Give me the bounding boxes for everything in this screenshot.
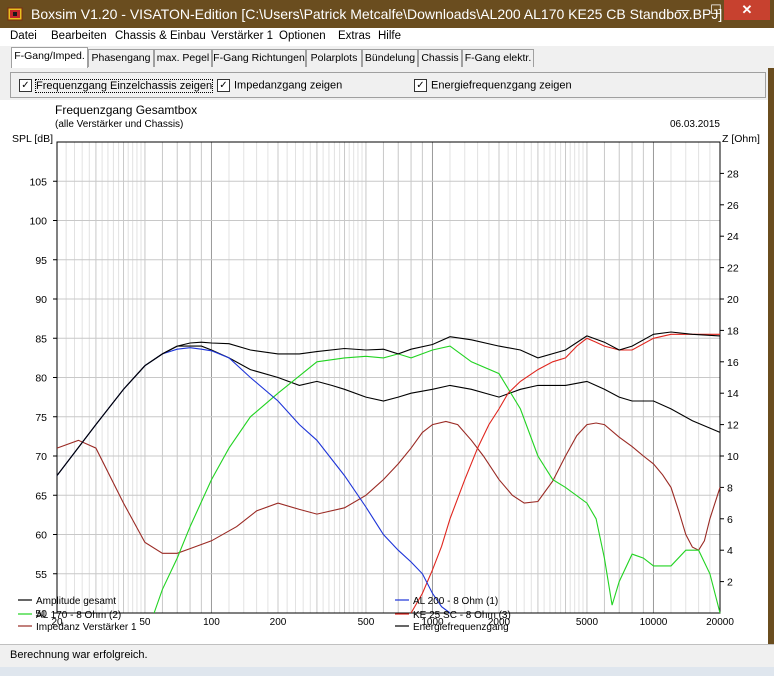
menu-verstaerker[interactable]: Verstärker 1 bbox=[211, 30, 273, 42]
y-tick-label: 65 bbox=[35, 490, 47, 502]
checkbox-label: Impedanzgang zeigen bbox=[234, 79, 343, 92]
tab-polarplots[interactable]: Polarplots bbox=[306, 49, 362, 67]
legend-label: Amplitude gesamt bbox=[36, 596, 116, 607]
boxsim-app-icon bbox=[7, 7, 23, 21]
series-line-ke-25-sc-8-ohm-3 bbox=[410, 333, 720, 614]
checkbox-einzelchassis[interactable]: ✓ Frequenzgang Einzelchassis zeigen bbox=[19, 78, 214, 93]
y2-tick-label: 10 bbox=[727, 451, 739, 463]
y-tick-label: 60 bbox=[35, 530, 47, 542]
x-tick-label: 10000 bbox=[640, 617, 668, 628]
y-axis-label: SPL [dB] bbox=[12, 133, 53, 145]
series-lines bbox=[56, 331, 721, 614]
legend: Amplitude gesamt AL 200 - 8 Ohm (1) AL 170… bbox=[18, 596, 511, 633]
x-tick-label: 100 bbox=[203, 617, 220, 628]
taskbar-strip bbox=[0, 667, 774, 676]
chart-area: Frequenzgang Gesamtbox (alle Verstärker … bbox=[0, 100, 768, 644]
series-line-al-170-8-ohm-2 bbox=[153, 345, 721, 614]
y2-tick-label: 14 bbox=[727, 388, 739, 400]
checkmark-icon: ✓ bbox=[414, 79, 427, 92]
tab-buendelung[interactable]: Bündelung bbox=[362, 49, 418, 67]
y2-axis-label: Z [Ohm] bbox=[722, 133, 760, 145]
series-line-al-200-8-ohm-1 bbox=[56, 347, 451, 614]
y-tick-label: 75 bbox=[35, 412, 47, 424]
y2-tick-label: 26 bbox=[727, 200, 739, 212]
y2-tick-label: 22 bbox=[727, 263, 739, 275]
y-tick-label: 95 bbox=[35, 255, 47, 267]
options-group: ✓ Frequenzgang Einzelchassis zeigen ✓ Impe… bbox=[10, 72, 766, 98]
menu-bar: Datei Bearbeiten Chassis & Einbau Verstä… bbox=[0, 28, 774, 46]
grid bbox=[56, 141, 721, 614]
y-tick-label: 85 bbox=[35, 333, 47, 345]
checkbox-label: Energiefrequenzgang zeigen bbox=[431, 79, 572, 92]
y2-tick-label: 28 bbox=[727, 168, 739, 180]
menu-extras[interactable]: Extras bbox=[338, 30, 371, 42]
checkmark-icon: ✓ bbox=[19, 79, 32, 92]
y-tick-label: 55 bbox=[35, 569, 47, 581]
window-border bbox=[768, 68, 774, 644]
tab-max-pegel[interactable]: max. Pegel bbox=[154, 49, 212, 67]
legend-label: AL 200 - 8 Ohm (1) bbox=[413, 596, 498, 607]
y2-tick-label: 8 bbox=[727, 482, 733, 494]
checkmark-icon: ✓ bbox=[217, 79, 230, 92]
tab-phasengang[interactable]: Phasengang bbox=[88, 49, 154, 67]
y2-tick-label: 2 bbox=[727, 577, 733, 589]
y2-tick-label: 4 bbox=[727, 545, 733, 557]
tab-fgang-imped[interactable]: F-Gang/Imped. bbox=[11, 47, 88, 68]
y2-tick-label: 6 bbox=[727, 514, 733, 526]
menu-optionen[interactable]: Optionen bbox=[279, 30, 326, 42]
x-tick-label: 20000 bbox=[706, 617, 734, 628]
x-tick-label: 50 bbox=[139, 617, 151, 628]
tab-bar: F-Gang/Imped. Phasengang max. Pegel F-Ga… bbox=[0, 46, 774, 69]
menu-hilfe[interactable]: Hilfe bbox=[378, 30, 402, 42]
status-bar: Berechnung war erfolgreich. bbox=[0, 644, 774, 667]
menu-datei[interactable]: Datei bbox=[10, 30, 37, 42]
series-line-amplitude-gesamt bbox=[56, 331, 721, 476]
menu-bearbeiten[interactable]: Bearbeiten bbox=[51, 30, 107, 42]
series-line-impedanz-verst-rker-1 bbox=[56, 420, 721, 554]
y2-tick-label: 12 bbox=[727, 420, 739, 432]
legend-label: Impedanz Verstärker 1 bbox=[36, 622, 137, 633]
title-bar: Boxsim V1.20 - VISATON-Edition [C:\Users… bbox=[0, 0, 774, 28]
tab-fgang-richtungen[interactable]: F-Gang Richtungen bbox=[212, 49, 306, 67]
x-tick-label: 200 bbox=[270, 617, 287, 628]
checkbox-impedanzgang[interactable]: ✓ Impedanzgang zeigen bbox=[217, 79, 342, 93]
chart-title: Frequenzgang Gesamtbox bbox=[55, 103, 197, 117]
close-button[interactable]: ✕ bbox=[724, 0, 770, 20]
y-tick-label: 80 bbox=[35, 373, 47, 385]
tab-chassis[interactable]: Chassis bbox=[418, 49, 462, 67]
y-tick-label: 100 bbox=[29, 216, 47, 228]
axes: 20 50 100 200 500 1000 2000 5000 10000 20000 50 55 6… bbox=[29, 141, 739, 628]
status-text: Berechnung war erfolgreich. bbox=[10, 649, 148, 661]
tab-panel: ✓ Frequenzgang Einzelchassis zeigen ✓ Impe… bbox=[0, 68, 768, 644]
chart-date: 06.03.2015 bbox=[670, 119, 720, 130]
y2-tick-label: 24 bbox=[727, 231, 739, 243]
legend-label: Energiefrequenzgang bbox=[413, 622, 509, 633]
x-tick-label: 500 bbox=[358, 617, 375, 628]
x-tick-label: 1000 bbox=[421, 617, 444, 628]
menu-chassis-einbau[interactable]: Chassis & Einbau bbox=[115, 30, 206, 42]
legend-label: KE 25 SC - 8 Ohm (3) bbox=[413, 610, 511, 621]
y-tick-label: 105 bbox=[29, 176, 47, 188]
chart-subtitle: (alle Verstärker und Chassis) bbox=[55, 119, 183, 130]
legend-label: AL 170 - 8 Ohm (2) bbox=[36, 610, 121, 621]
y2-tick-label: 20 bbox=[727, 294, 739, 306]
x-tick-label: 2000 bbox=[488, 617, 511, 628]
x-tick-label: 5000 bbox=[576, 617, 599, 628]
frequency-response-chart: Frequenzgang Gesamtbox (alle Verstärker … bbox=[12, 103, 760, 633]
y-tick-label: 90 bbox=[35, 294, 47, 306]
series-line-energiefrequenzgang bbox=[56, 345, 721, 476]
maximize-button[interactable]: ☐ bbox=[710, 2, 722, 17]
tab-fgang-elektr[interactable]: F-Gang elektr. bbox=[462, 49, 534, 67]
y2-tick-label: 18 bbox=[727, 325, 739, 337]
y-tick-label: 50 bbox=[35, 608, 47, 620]
y-tick-label: 70 bbox=[35, 451, 47, 463]
y2-tick-label: 16 bbox=[727, 357, 739, 369]
checkbox-label: Frequenzgang Einzelchassis zeigen bbox=[34, 78, 214, 93]
checkbox-energiefrequenzgang[interactable]: ✓ Energiefrequenzgang zeigen bbox=[414, 79, 572, 93]
minimize-button[interactable]: — bbox=[676, 2, 690, 17]
x-tick-label: 20 bbox=[51, 617, 63, 628]
window-title: Boxsim V1.20 - VISATON-Edition [C:\Users… bbox=[31, 6, 723, 22]
